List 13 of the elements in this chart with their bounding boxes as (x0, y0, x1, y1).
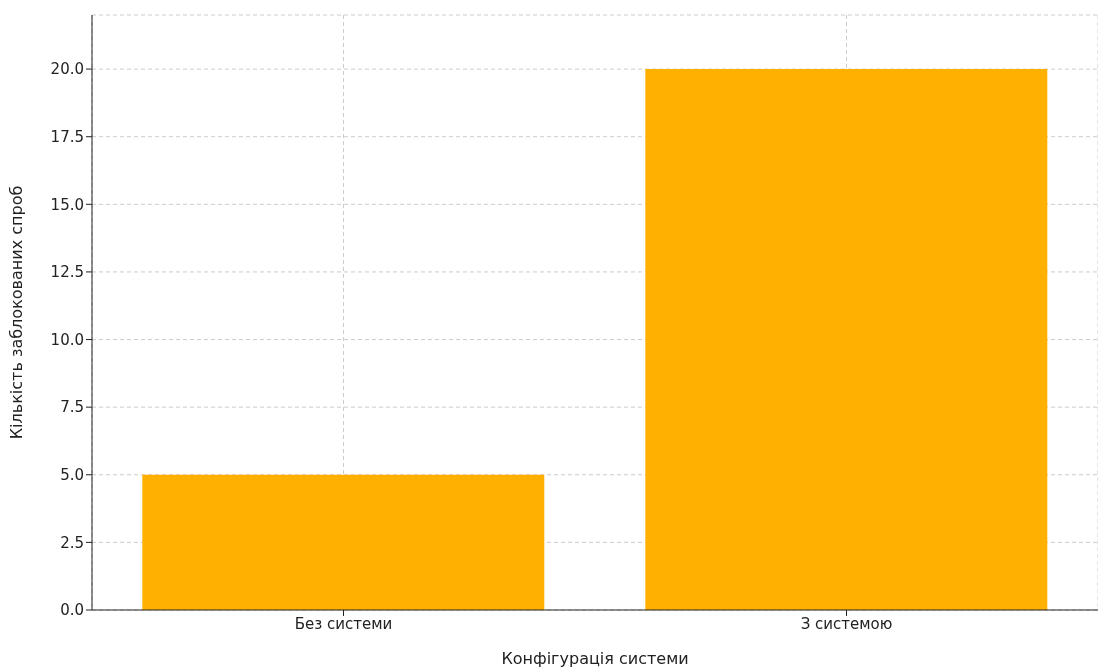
x-axis-title: Конфігурація системи (501, 649, 689, 668)
y-tick-label: 0.0 (60, 601, 84, 620)
y-tick-label: 7.5 (60, 398, 84, 417)
x-tick-label: З системою (800, 614, 893, 633)
y-tick-label: 12.5 (50, 263, 84, 282)
y-tick-label: 17.5 (50, 128, 84, 147)
y-axis-title: Кількість заблокованих спроб (6, 185, 26, 440)
y-tick-label: 15.0 (50, 195, 84, 214)
y-tick-label: 2.5 (60, 533, 84, 552)
y-tick-label: 5.0 (60, 466, 84, 485)
y-tick-label: 10.0 (50, 330, 84, 349)
y-tick-label: 20.0 (50, 60, 84, 79)
x-tick-label: Без системи (294, 614, 393, 633)
